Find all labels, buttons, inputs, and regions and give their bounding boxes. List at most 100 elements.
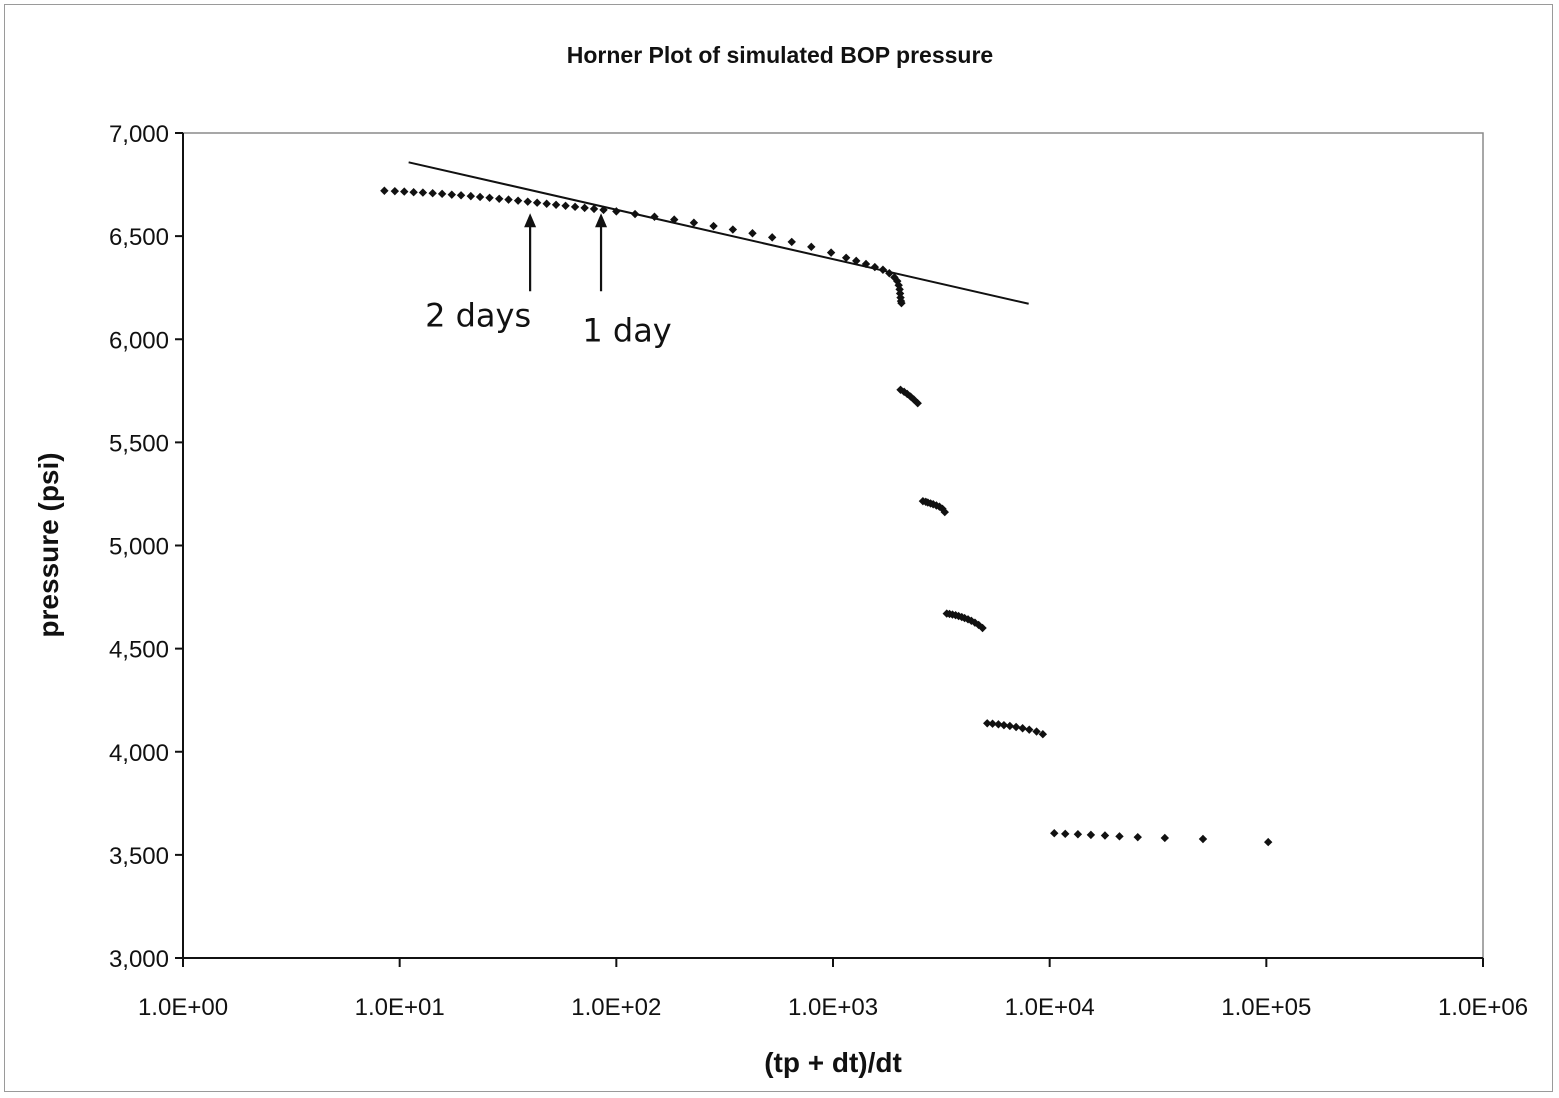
data-point [551, 200, 561, 209]
y-axis-title: pressure (psi) [33, 452, 64, 637]
data-point [913, 398, 922, 408]
x-axis-ticks: 1.0E+00 1.0E+01 1.0E+02 1.0E+03 1.0E+04 1.0E+… [138, 958, 1528, 1021]
data-point [787, 237, 796, 247]
data-point [428, 189, 437, 198]
data-point [1005, 721, 1015, 731]
data-point [1086, 830, 1096, 840]
data-point [748, 229, 757, 238]
data-point [400, 187, 409, 196]
data-point [1160, 833, 1170, 843]
data-point [861, 259, 871, 269]
data-point [1100, 831, 1110, 840]
data-point [932, 501, 941, 510]
data-point [902, 389, 912, 399]
x-tick-label: 1.0E+05 [1221, 994, 1311, 1021]
data-point [670, 215, 679, 224]
annotation-label: 1 day [582, 311, 671, 349]
y-axis-ticks: 3,000 3,500 4,000 4,500 5,000 5,500 6,000 6,500… [109, 121, 183, 973]
y-tick-label: 3,000 [109, 946, 169, 973]
data-point [1011, 722, 1021, 732]
data-point [988, 719, 997, 728]
data-point [532, 198, 542, 207]
trendline-group [408, 161, 1029, 305]
chart-frame [4, 4, 1553, 1092]
data-point [561, 201, 570, 211]
annotation-arrowhead [595, 213, 608, 228]
data-point [523, 197, 532, 206]
data-point [709, 221, 718, 231]
data-point [589, 204, 599, 214]
data-point [447, 190, 456, 199]
data-point [1061, 829, 1070, 839]
data-point [630, 209, 640, 219]
y-tick-label: 5,000 [109, 534, 169, 561]
y-tick-label: 3,500 [109, 843, 169, 870]
data-point [456, 191, 466, 200]
data-point [570, 202, 580, 212]
data-point [504, 195, 513, 204]
data-point [938, 504, 947, 513]
data-point [767, 233, 777, 242]
data-point [960, 613, 969, 623]
trendline [408, 161, 1029, 305]
data-point [1115, 832, 1124, 841]
data-point [1263, 837, 1273, 847]
data-point [885, 269, 894, 278]
annotations: 2 days 1 day [425, 213, 672, 349]
data-point [390, 186, 400, 196]
data-point [1073, 830, 1083, 839]
data-point [906, 392, 915, 401]
data-point [1198, 834, 1208, 844]
y-tick-label: 6,000 [109, 327, 169, 354]
data-point [978, 623, 987, 633]
data-points [380, 186, 1273, 847]
data-point [807, 242, 816, 252]
data-point [928, 500, 938, 509]
data-point [728, 225, 738, 234]
data-point [983, 719, 992, 728]
data-point [826, 248, 836, 257]
x-tick-label: 1.0E+03 [788, 994, 878, 1021]
data-point [935, 502, 944, 511]
data-point [841, 253, 851, 262]
data-point [689, 218, 699, 227]
data-point [1038, 730, 1048, 739]
x-tick-label: 1.0E+01 [355, 994, 445, 1021]
y-tick-label: 4,500 [109, 637, 169, 664]
chart-title: Horner Plot of simulated BOP pressure [567, 42, 993, 68]
data-point [878, 265, 888, 274]
data-point [542, 199, 551, 208]
data-point [897, 298, 906, 308]
data-point [1018, 724, 1027, 733]
data-point [513, 196, 523, 205]
data-point [495, 194, 504, 203]
data-point [580, 203, 589, 213]
y-tick-label: 4,000 [109, 740, 169, 767]
data-point [1050, 829, 1059, 838]
data-point [485, 193, 494, 202]
annotation-arrowhead [524, 213, 537, 228]
data-point [612, 207, 621, 216]
y-tick-label: 6,500 [109, 224, 169, 251]
x-tick-label: 1.0E+04 [1005, 994, 1095, 1021]
data-point [940, 507, 949, 517]
data-point [475, 192, 485, 202]
x-axis-title: (tp + dt)/dt [764, 1047, 902, 1078]
data-point [466, 191, 476, 201]
data-point [418, 188, 428, 197]
y-tick-label: 5,500 [109, 430, 169, 457]
plot-area [182, 132, 1484, 959]
data-point [852, 256, 861, 266]
data-point [1133, 832, 1142, 842]
data-point [870, 262, 880, 272]
x-tick-label: 1.0E+00 [138, 994, 228, 1021]
y-tick-label: 7,000 [109, 121, 169, 148]
data-point [599, 205, 608, 215]
data-point [437, 189, 447, 199]
x-tick-label: 1.0E+06 [1438, 994, 1528, 1021]
data-point [994, 720, 1003, 729]
data-point [380, 186, 389, 195]
data-point [1032, 727, 1041, 736]
annotation-label: 2 days [425, 296, 531, 334]
